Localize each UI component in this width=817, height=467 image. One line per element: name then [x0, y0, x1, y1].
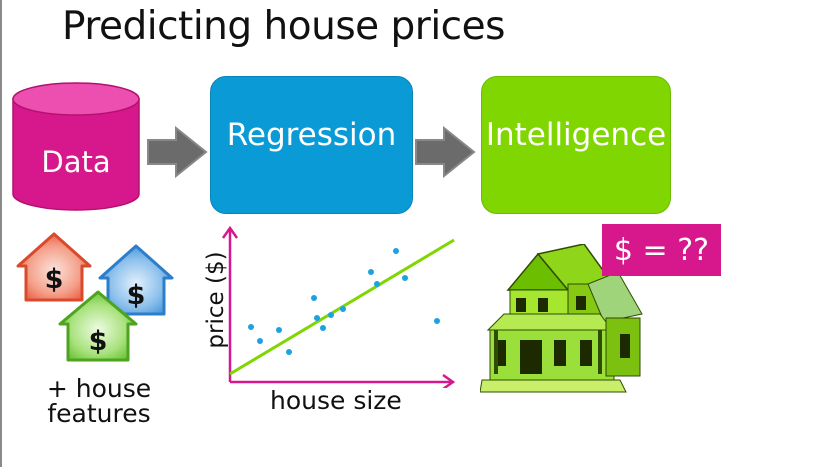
data-point [314, 315, 320, 321]
data-point [393, 248, 399, 254]
intelligence-box: Intelligence [481, 76, 671, 214]
intelligence-label: Intelligence [485, 117, 667, 153]
x-axis-arrow-icon [442, 373, 456, 388]
caption-line: features [47, 399, 151, 428]
regression-label: Regression [226, 117, 397, 153]
data-point [248, 324, 254, 330]
scatter-plot [221, 225, 456, 388]
y-axis-arrow-icon [221, 225, 239, 239]
dollar-icon: $ [45, 264, 64, 295]
data-point [311, 295, 317, 301]
data-point [286, 349, 292, 355]
data-label: Data [41, 145, 110, 179]
house-icon [16, 232, 92, 302]
slide-title: Predicting house prices [62, 4, 505, 49]
data-point [257, 338, 263, 344]
y-axis-label: price ($) [203, 251, 229, 349]
dollar-icon: $ [89, 326, 108, 357]
houses-group: $ $ $ [16, 232, 174, 362]
data-point [374, 281, 380, 287]
price-badge: $ = ?? [602, 224, 721, 276]
data-cylinder-icon: Data [12, 82, 140, 211]
green-house-icon [480, 244, 643, 393]
regression-box: Regression [210, 76, 413, 214]
caption-line: + house [46, 374, 152, 403]
arrow-right-icon [415, 126, 476, 178]
dollar-icon: $ [127, 280, 146, 311]
house-icon [58, 290, 138, 362]
data-point [328, 312, 334, 318]
x-axis-label: house size [270, 386, 402, 415]
data-point [276, 327, 282, 333]
data-point [320, 325, 326, 331]
data-points [248, 248, 440, 355]
data-point [340, 306, 346, 312]
house-icon [98, 244, 174, 316]
data-point [368, 269, 374, 275]
house-features-caption: + house features [34, 376, 164, 426]
data-point [434, 318, 440, 324]
arrow-right-icon [147, 126, 208, 178]
data-point [402, 275, 408, 281]
slide-border [0, 0, 2, 467]
